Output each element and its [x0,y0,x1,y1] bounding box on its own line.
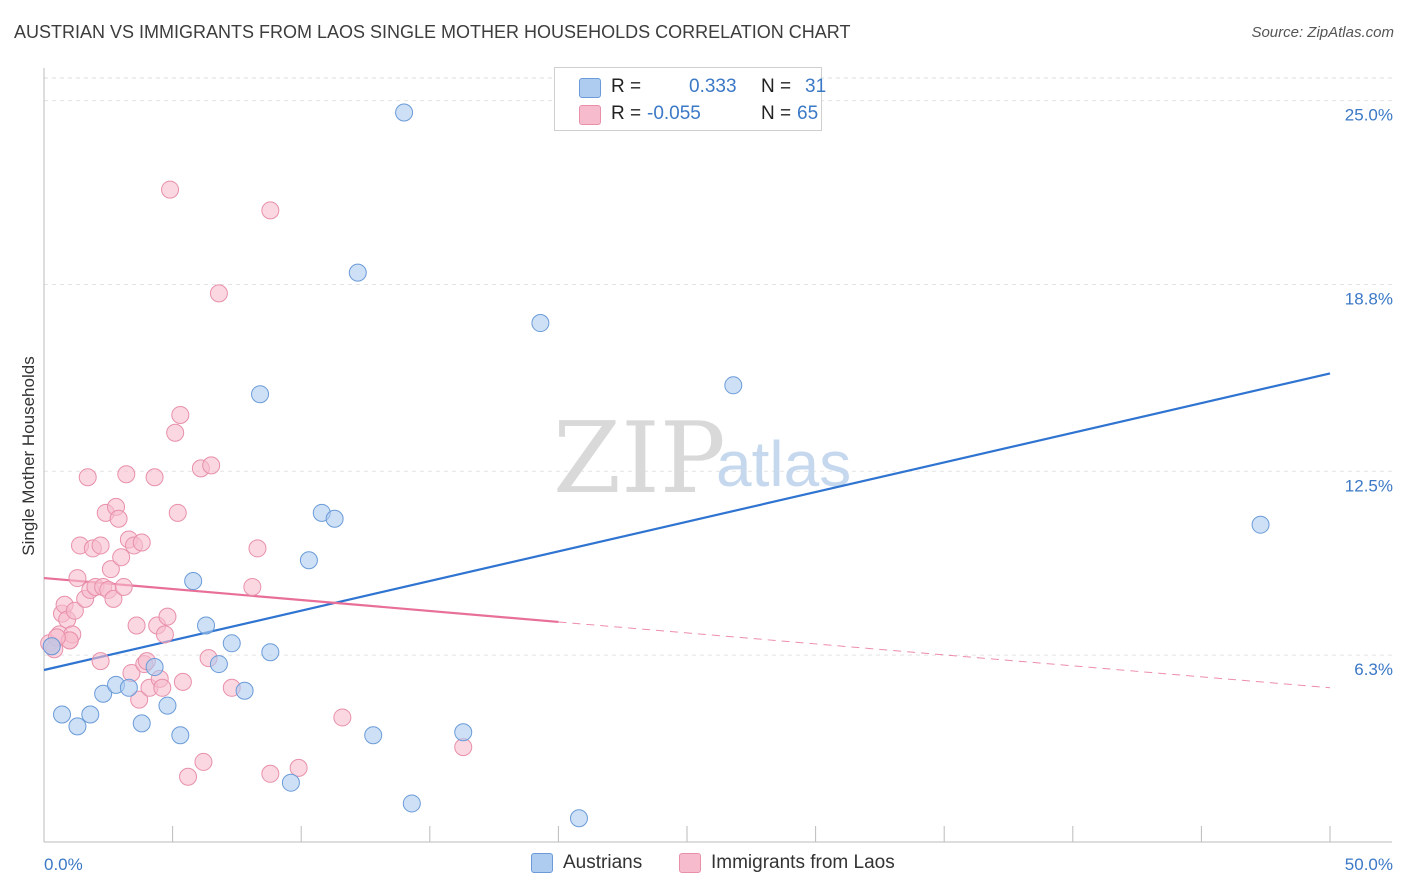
laos-point [168,503,187,522]
laos-point [153,678,172,697]
axes [43,68,1392,843]
laos-point [127,616,146,635]
laos-point [261,764,280,783]
laos-point [145,468,164,487]
laos-point [161,180,180,199]
austrians-point [184,572,203,591]
laos-point [112,548,131,567]
austrians-point [261,643,280,662]
laos-point [248,539,267,558]
legend-r-value: 0.333 [689,76,737,97]
laos-point [132,533,151,552]
austrians-point [402,794,421,813]
austrians-point [325,509,344,528]
laos-point [101,560,120,579]
legend-n-value: 31 [805,76,827,97]
laos-point [114,577,133,596]
laos-point [130,690,149,709]
laos-point [78,468,97,487]
laos-point [333,708,352,727]
legend-n-label: N = [761,76,792,97]
laos-point [104,589,123,608]
chart-title: AUSTRIAN VS IMMIGRANTS FROM LAOS SINGLE … [14,22,851,42]
austrians-point [222,634,241,653]
laos-point [209,284,228,303]
laos-point [243,577,262,596]
laos-point [155,625,174,644]
legend-n-value: 65 [797,103,819,124]
correlation-legend: R = 0.333 N = 31 R = -0.055 N = 65 [554,67,826,131]
laos-point [65,601,84,620]
austrians-point [299,551,318,570]
austrians-swatch [579,78,601,98]
x-tick-label: 0.0% [44,855,83,874]
watermark-zip: ZIP [553,402,726,516]
austrians-point [724,376,743,395]
laos-point [109,509,128,528]
austrians-swatch [531,853,553,873]
laos-point [68,569,87,588]
laos-trend-extension [558,621,1331,689]
austrians-point [132,714,151,733]
laos-point [202,456,221,475]
tick-labels: 6.3% 12.5% 18.8% 25.0% 0.0% 50.0% [44,106,1393,874]
austrians-point [158,696,177,715]
laos-point [289,758,308,777]
bottom-legend-label: Austrians [563,852,643,873]
austrians-point [53,705,72,724]
austrians-point [395,103,414,122]
laos-point [194,752,213,771]
laos-point [166,423,185,442]
austrians-point [119,678,138,697]
y-tick-label: 18.8% [1345,289,1393,308]
austrians-point [364,726,383,745]
legend-r-label: R = [611,103,642,124]
austrians-point [235,681,254,700]
bottom-legend-label: Immigrants from Laos [711,852,895,873]
austrians-point [94,684,113,703]
gridlines [44,77,1392,656]
laos-point [261,201,280,220]
austrians-point [68,717,87,736]
legend-r-value: -0.055 [647,103,701,124]
data-points [40,103,1270,828]
austrians-point [145,658,164,677]
watermark: ZIP atlas [553,402,851,516]
austrians-point [42,637,61,656]
austrians-point [81,705,100,724]
austrians-point [454,723,473,742]
austrians-point [171,726,190,745]
y-axis-label: Single Mother Households [19,356,38,555]
austrians-point [531,314,550,333]
laos-point [117,465,136,484]
y-tick-label: 6.3% [1354,660,1393,679]
y-tick-label: 25.0% [1345,106,1393,125]
austrians-point [209,655,228,674]
austrians-point [1251,515,1270,534]
laos-point [91,536,110,555]
y-tick-label: 12.5% [1345,476,1393,495]
laos-point [179,767,198,786]
laos-swatch [679,853,701,873]
austrians-point [281,773,300,792]
x-tick-label: 50.0% [1345,855,1393,874]
austrians-point [197,616,216,635]
austrians-point [348,263,367,282]
laos-point [158,607,177,626]
legend-n-label: N = [761,103,792,124]
laos-point [91,652,110,671]
source-label: Source: ZipAtlas.com [1251,24,1394,41]
austrians-point [569,809,588,828]
laos-swatch [579,105,601,125]
laos-point [171,405,190,424]
austrians-trend-line [43,372,1331,672]
laos-point [173,672,192,691]
austrians-point [251,385,270,404]
legend-r-label: R = [611,76,642,97]
